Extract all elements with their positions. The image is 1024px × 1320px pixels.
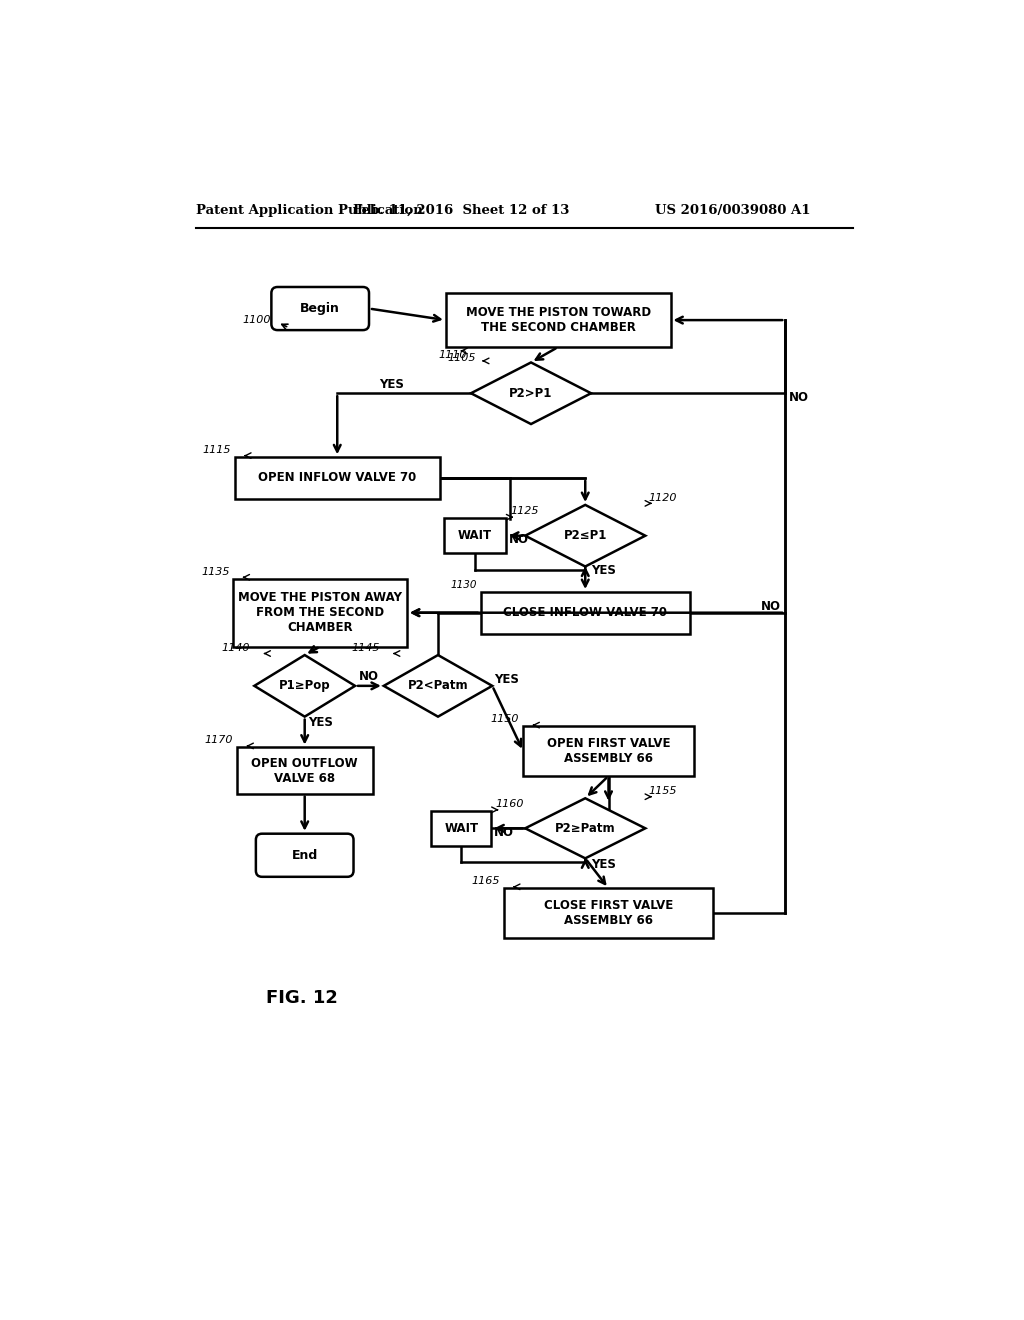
- FancyBboxPatch shape: [504, 888, 713, 939]
- Text: Feb. 11, 2016  Sheet 12 of 13: Feb. 11, 2016 Sheet 12 of 13: [353, 205, 569, 218]
- FancyBboxPatch shape: [444, 519, 506, 553]
- Text: US 2016/0039080 A1: US 2016/0039080 A1: [654, 205, 810, 218]
- FancyBboxPatch shape: [431, 810, 492, 846]
- Text: FIG. 12: FIG. 12: [266, 989, 338, 1007]
- FancyBboxPatch shape: [445, 293, 671, 347]
- Text: 1130: 1130: [451, 579, 477, 590]
- Text: NO: NO: [509, 533, 528, 546]
- Text: 1120: 1120: [649, 492, 677, 503]
- Text: 1155: 1155: [649, 785, 677, 796]
- Text: MOVE THE PISTON TOWARD
THE SECOND CHAMBER: MOVE THE PISTON TOWARD THE SECOND CHAMBE…: [466, 306, 650, 334]
- Text: NO: NO: [761, 601, 781, 612]
- Text: P1≥Pop: P1≥Pop: [279, 680, 331, 693]
- Polygon shape: [471, 363, 591, 424]
- FancyBboxPatch shape: [237, 747, 373, 793]
- FancyBboxPatch shape: [233, 578, 408, 647]
- Text: Begin: Begin: [300, 302, 340, 315]
- Polygon shape: [525, 799, 645, 858]
- Polygon shape: [384, 655, 493, 717]
- Text: 1135: 1135: [201, 566, 229, 577]
- Polygon shape: [525, 506, 645, 566]
- Text: YES: YES: [308, 717, 334, 730]
- FancyBboxPatch shape: [480, 591, 690, 634]
- FancyBboxPatch shape: [271, 286, 369, 330]
- Text: P2>P1: P2>P1: [509, 387, 553, 400]
- Text: YES: YES: [592, 564, 616, 577]
- FancyBboxPatch shape: [234, 457, 440, 499]
- Text: 1125: 1125: [510, 507, 539, 516]
- Text: 1140: 1140: [222, 643, 251, 653]
- Text: NO: NO: [359, 671, 379, 684]
- Text: 1150: 1150: [490, 714, 519, 725]
- Text: MOVE THE PISTON AWAY
FROM THE SECOND
CHAMBER: MOVE THE PISTON AWAY FROM THE SECOND CHA…: [239, 591, 402, 634]
- Text: 1105: 1105: [447, 354, 476, 363]
- Text: OPEN OUTFLOW
VALVE 68: OPEN OUTFLOW VALVE 68: [251, 756, 358, 784]
- Text: Patent Application Publication: Patent Application Publication: [197, 205, 423, 218]
- Text: 1170: 1170: [205, 735, 233, 744]
- Text: CLOSE FIRST VALVE
ASSEMBLY 66: CLOSE FIRST VALVE ASSEMBLY 66: [544, 899, 673, 927]
- FancyBboxPatch shape: [256, 834, 353, 876]
- Text: 1145: 1145: [351, 643, 380, 653]
- Text: YES: YES: [379, 378, 403, 391]
- Polygon shape: [254, 655, 355, 717]
- Text: OPEN FIRST VALVE
ASSEMBLY 66: OPEN FIRST VALVE ASSEMBLY 66: [547, 738, 671, 766]
- Text: WAIT: WAIT: [458, 529, 493, 543]
- Text: 1165: 1165: [471, 876, 500, 886]
- Text: CLOSE INFLOW VALVE 70: CLOSE INFLOW VALVE 70: [503, 606, 668, 619]
- Text: P2≥Patm: P2≥Patm: [555, 822, 615, 834]
- Text: YES: YES: [495, 673, 519, 686]
- Text: P2<Patm: P2<Patm: [408, 680, 468, 693]
- Text: 1160: 1160: [496, 799, 524, 809]
- Text: End: End: [292, 849, 317, 862]
- Text: YES: YES: [592, 858, 616, 871]
- Text: WAIT: WAIT: [444, 822, 478, 834]
- Text: 1110: 1110: [439, 350, 467, 360]
- Text: P2≤P1: P2≤P1: [563, 529, 607, 543]
- FancyBboxPatch shape: [523, 726, 693, 776]
- Text: 1100: 1100: [243, 315, 271, 325]
- Text: 1115: 1115: [203, 445, 231, 455]
- Text: NO: NO: [494, 825, 514, 838]
- Text: NO: NO: [790, 391, 809, 404]
- Text: OPEN INFLOW VALVE 70: OPEN INFLOW VALVE 70: [258, 471, 417, 484]
